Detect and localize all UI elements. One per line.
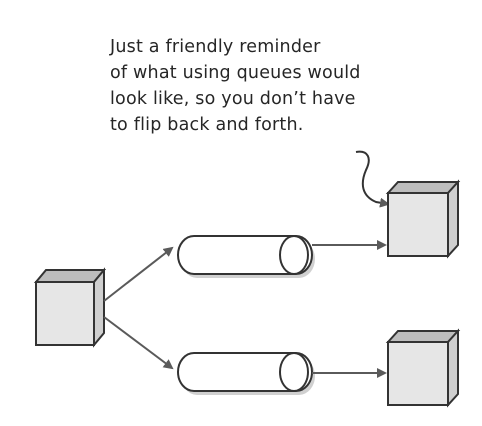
callout-arrow <box>355 150 390 208</box>
annotation-note: Just a friendly reminder of what using q… <box>110 34 410 138</box>
queue-bottom <box>177 352 315 395</box>
arrow-producer-to-bottom-queue <box>103 316 174 370</box>
arrow-producer-to-top-queue <box>103 246 174 302</box>
queue-top <box>177 235 315 278</box>
consumer-top <box>385 179 461 259</box>
producer-box <box>33 267 107 348</box>
annotation-line: look like, so you don’t have <box>110 89 356 109</box>
annotation-line: Just a friendly reminder <box>110 37 321 57</box>
annotation-line: to flip back and forth. <box>110 115 304 135</box>
annotation-line: of what using queues would <box>110 63 361 83</box>
consumer-bottom <box>385 328 461 408</box>
